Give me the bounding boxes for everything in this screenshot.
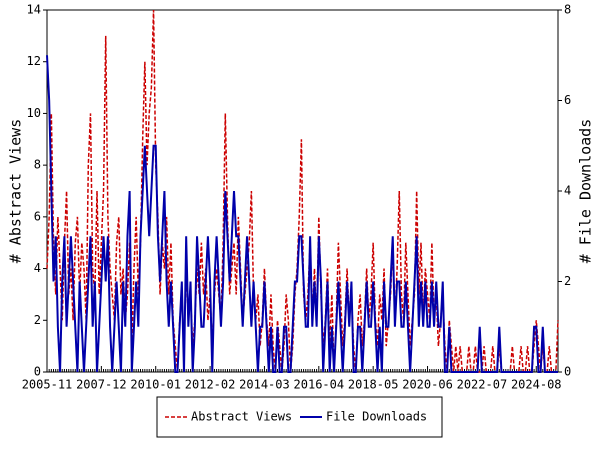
x-tick-label: 2018-05 [348,378,399,392]
legend-box [156,396,443,438]
x-tick-label: 2020-06 [402,378,453,392]
y2-tick-label: 8 [564,3,571,17]
x-tick-label: 2024-08 [511,378,562,392]
y-tick-label: 2 [34,313,41,327]
y2-tick-label: 6 [564,93,571,107]
x-tick-label: 2014-03 [239,378,290,392]
plot-frame [46,9,559,373]
y2-tick-label: 2 [564,274,571,288]
y-tick-label: 0 [34,365,41,379]
y-tick-label: 4 [34,261,41,275]
x-tick-label: 2010-01 [130,378,181,392]
y-tick-label: 12 [27,54,41,68]
series-line [46,55,558,373]
x-tick-label: 2007-12 [76,378,127,392]
x-tick-label: 2022-07 [457,378,508,392]
x-tick-label: 2005-11 [22,378,73,392]
legend-label: Abstract Views [191,410,292,424]
x-tick-label: 2016-04 [294,378,345,392]
y-tick-label: 8 [34,158,41,172]
y2-tick-label: 4 [564,184,571,198]
y-tick-label: 10 [27,106,41,120]
y2-axis-label: # File Downloads [577,119,595,264]
y-tick-label: 6 [34,209,41,223]
x-tick-label: 2012-02 [185,378,236,392]
series-line [46,9,559,373]
y-axis-label: # Abstract Views [7,119,25,264]
legend-label: File Downloads [326,410,427,424]
y-tick-label: 14 [27,3,41,17]
y2-tick-label: 0 [564,365,571,379]
